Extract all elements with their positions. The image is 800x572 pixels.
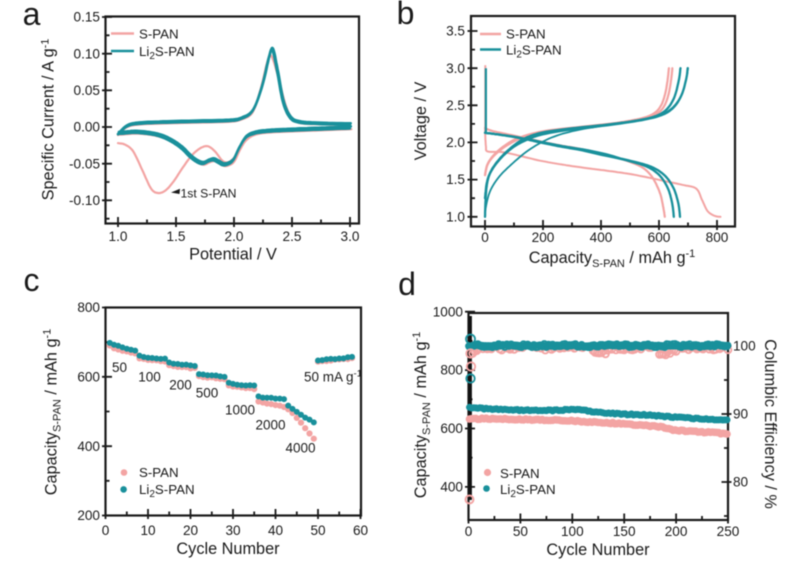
svg-text:3.5: 3.5 xyxy=(446,24,465,39)
svg-text:60: 60 xyxy=(353,523,369,538)
svg-text:30: 30 xyxy=(225,523,241,538)
svg-text:200: 200 xyxy=(532,230,555,245)
svg-text:0: 0 xyxy=(102,523,110,538)
svg-text:90: 90 xyxy=(733,407,749,422)
svg-text:Cycle Number: Cycle Number xyxy=(546,541,650,559)
svg-text:1.5: 1.5 xyxy=(167,229,186,244)
svg-text:2.0: 2.0 xyxy=(225,229,244,244)
svg-text:Specific Current / A g-1: Specific Current / A g-1 xyxy=(40,39,58,201)
svg-text:Voltage / V: Voltage / V xyxy=(412,81,430,160)
svg-text:100: 100 xyxy=(138,370,161,385)
svg-text:0.00: 0.00 xyxy=(74,120,101,135)
svg-text:4000: 4000 xyxy=(285,441,315,456)
svg-text:1.0: 1.0 xyxy=(109,229,128,244)
svg-text:600: 600 xyxy=(440,421,463,436)
svg-text:S-PAN: S-PAN xyxy=(500,466,540,481)
svg-text:1000: 1000 xyxy=(433,304,464,319)
svg-text:20: 20 xyxy=(183,523,199,538)
svg-text:-0.10: -0.10 xyxy=(69,193,100,208)
svg-text:2000: 2000 xyxy=(255,418,285,433)
svg-text:0.10: 0.10 xyxy=(74,46,101,61)
svg-text:1000: 1000 xyxy=(225,403,255,418)
svg-text:800: 800 xyxy=(440,363,463,378)
svg-text:0: 0 xyxy=(465,524,473,539)
svg-text:S-PAN: S-PAN xyxy=(506,27,546,42)
svg-text:250: 250 xyxy=(717,524,740,539)
svg-text:400: 400 xyxy=(77,439,100,454)
svg-text:200: 200 xyxy=(665,524,688,539)
svg-text:S-PAN: S-PAN xyxy=(139,27,179,42)
svg-text:800: 800 xyxy=(77,300,100,315)
svg-text:150: 150 xyxy=(613,524,636,539)
svg-text:0: 0 xyxy=(481,230,489,245)
svg-text:800: 800 xyxy=(706,230,729,245)
svg-text:CapacityS-PAN / mAh g-1: CapacityS-PAN / mAh g-1 xyxy=(411,332,433,499)
svg-text:c: c xyxy=(24,262,40,298)
svg-text:400: 400 xyxy=(440,480,463,495)
svg-text:1.5: 1.5 xyxy=(446,172,465,187)
svg-text:0.05: 0.05 xyxy=(74,83,100,98)
svg-text:Columbic Efficiency / %: Columbic Efficiency / % xyxy=(761,339,779,509)
svg-text:100: 100 xyxy=(561,524,584,539)
svg-text:b: b xyxy=(397,0,415,31)
svg-text:CapacityS-PAN / mAh g-1: CapacityS-PAN / mAh g-1 xyxy=(529,248,696,270)
svg-text:1st S-PAN: 1st S-PAN xyxy=(181,187,237,201)
svg-text:a: a xyxy=(23,0,41,32)
svg-text:40: 40 xyxy=(268,523,284,538)
svg-text:2.5: 2.5 xyxy=(283,229,302,244)
svg-text:0.15: 0.15 xyxy=(74,10,100,25)
svg-text:200: 200 xyxy=(77,508,100,523)
svg-text:50: 50 xyxy=(310,523,326,538)
svg-text:Cycle Number: Cycle Number xyxy=(176,540,280,558)
svg-text:3.0: 3.0 xyxy=(341,229,360,244)
svg-text:50: 50 xyxy=(112,360,127,375)
svg-text:80: 80 xyxy=(733,475,749,490)
svg-text:3.0: 3.0 xyxy=(446,61,465,76)
svg-text:-0.05: -0.05 xyxy=(69,156,100,171)
svg-text:10: 10 xyxy=(140,523,156,538)
svg-text:50 mA g-1: 50 mA g-1 xyxy=(304,369,362,385)
svg-text:500: 500 xyxy=(196,386,219,401)
svg-text:100: 100 xyxy=(733,339,756,354)
svg-text:600: 600 xyxy=(77,369,100,384)
svg-text:600: 600 xyxy=(648,230,671,245)
svg-text:2.5: 2.5 xyxy=(446,98,465,113)
svg-text:Potential / V: Potential / V xyxy=(189,246,277,264)
svg-text:400: 400 xyxy=(590,230,613,245)
svg-text:1.0: 1.0 xyxy=(446,209,465,224)
svg-text:S-PAN: S-PAN xyxy=(139,465,179,480)
svg-text:2.0: 2.0 xyxy=(446,135,465,150)
svg-text:200: 200 xyxy=(169,378,192,393)
svg-text:50: 50 xyxy=(513,524,529,539)
svg-text:d: d xyxy=(398,266,416,302)
svg-text:CapacityS-PAN / mAh g-1: CapacityS-PAN / mAh g-1 xyxy=(42,329,64,496)
